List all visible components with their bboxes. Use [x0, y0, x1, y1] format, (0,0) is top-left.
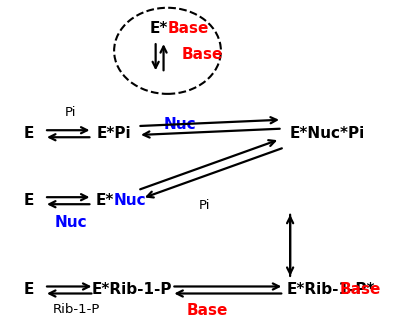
Text: Nuc: Nuc	[54, 215, 87, 230]
Text: Pi: Pi	[199, 199, 211, 212]
Text: Nuc: Nuc	[114, 193, 147, 208]
Text: E*Rib-1-P: E*Rib-1-P	[92, 283, 172, 297]
Text: Base: Base	[186, 303, 228, 318]
Text: Nuc: Nuc	[164, 117, 196, 132]
Text: E*Rib-1-P*: E*Rib-1-P*	[286, 283, 375, 297]
Text: Base: Base	[168, 21, 209, 36]
Text: Base: Base	[340, 283, 381, 297]
Text: Base: Base	[181, 47, 223, 61]
Text: Rib-1-P: Rib-1-P	[53, 303, 100, 316]
Text: E: E	[24, 283, 34, 297]
Text: E: E	[24, 126, 34, 141]
Text: E*: E*	[96, 193, 114, 208]
Text: E*: E*	[149, 21, 168, 36]
Text: Pi: Pi	[65, 106, 76, 120]
Text: E*Pi: E*Pi	[97, 126, 132, 141]
Text: E: E	[24, 193, 34, 208]
Text: E*Nuc*Pi: E*Nuc*Pi	[290, 126, 365, 141]
